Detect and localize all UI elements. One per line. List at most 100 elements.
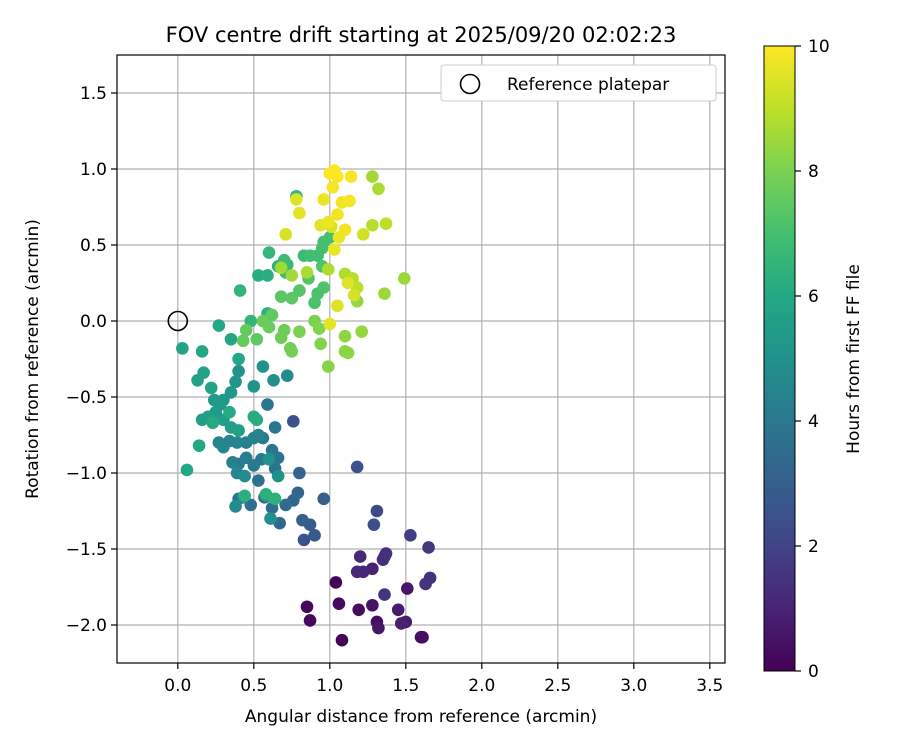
data-point	[366, 598, 379, 612]
colorbar-tick-label: 2	[808, 537, 819, 557]
colorbar-tick-label: 0	[808, 662, 819, 682]
data-point	[212, 319, 226, 332]
y-tick-label: −1.0	[66, 464, 107, 484]
data-point	[350, 460, 364, 474]
x-tick-label: 0.5	[240, 676, 267, 696]
colorbar-tick-label: 8	[808, 162, 819, 182]
data-point	[285, 345, 299, 358]
data-point	[274, 261, 288, 275]
x-tick-label: 2.5	[544, 676, 571, 696]
data-point	[224, 332, 238, 346]
data-point	[303, 614, 317, 627]
colorbar-tick-label: 10	[808, 37, 830, 57]
data-point	[314, 337, 327, 351]
y-tick-label: −1.5	[66, 540, 107, 560]
data-point	[419, 577, 432, 591]
data-point	[232, 364, 245, 378]
data-point	[261, 269, 274, 282]
data-point	[329, 576, 343, 589]
data-point	[285, 269, 299, 282]
data-point	[176, 342, 189, 355]
data-point	[217, 440, 230, 454]
colorbar-tick-label: 6	[808, 287, 819, 307]
data-point	[353, 550, 367, 563]
x-tick-label: 3.0	[620, 676, 647, 696]
data-point	[404, 529, 417, 542]
data-point	[323, 317, 337, 331]
data-point	[274, 290, 288, 303]
data-point	[204, 381, 218, 395]
data-point	[300, 600, 314, 614]
data-point	[326, 180, 340, 194]
data-point	[206, 416, 220, 430]
data-point	[321, 263, 335, 276]
data-point	[370, 504, 384, 518]
grid-lines	[117, 55, 725, 663]
data-point	[229, 375, 242, 389]
colorbar: 0 2 4 6 8 10 Hours from first FF file	[763, 37, 864, 682]
data-point	[422, 541, 435, 554]
data-point	[232, 424, 245, 437]
data-point	[287, 415, 300, 428]
data-point	[180, 463, 194, 477]
data-point	[356, 228, 370, 241]
data-point	[321, 215, 335, 229]
data-point	[226, 456, 239, 469]
data-point	[401, 582, 414, 595]
data-point	[262, 453, 276, 466]
data-point	[317, 492, 331, 506]
data-point	[394, 617, 408, 630]
data-point	[250, 413, 264, 427]
data-point	[236, 334, 250, 348]
data-point	[262, 246, 276, 259]
colorbar-gradient	[763, 45, 796, 672]
data-point	[238, 469, 251, 483]
colorbar-label: Hours from first FF file	[844, 264, 864, 454]
data-point	[274, 331, 288, 345]
data-point	[232, 352, 245, 366]
data-point	[195, 345, 209, 358]
data-point	[341, 346, 355, 360]
data-point	[350, 565, 364, 579]
data-point	[366, 170, 379, 183]
y-tick-label: 0.0	[80, 312, 107, 332]
data-point	[233, 284, 247, 297]
data-point	[195, 413, 209, 427]
x-tick-label: 0.0	[164, 676, 191, 696]
data-point	[268, 421, 282, 434]
reference-platepar-marker	[167, 310, 189, 332]
data-point	[344, 170, 358, 183]
y-tick-label: 1.5	[80, 84, 107, 104]
data-point	[264, 512, 277, 525]
data-point	[252, 269, 265, 282]
data-point	[335, 633, 349, 647]
data-point	[331, 208, 344, 221]
data-point	[252, 428, 265, 442]
data-point	[378, 588, 391, 601]
data-point	[328, 164, 341, 177]
data-point	[279, 498, 293, 512]
y-tick-label: −0.5	[66, 388, 107, 408]
data-point	[323, 231, 337, 244]
legend-label: Reference platepar	[507, 75, 669, 95]
data-point	[321, 360, 335, 373]
data-point	[332, 597, 346, 611]
data-point	[197, 366, 210, 379]
data-point	[328, 243, 341, 256]
data-point	[296, 513, 309, 527]
y-tick-label: −2.0	[66, 616, 107, 636]
y-axis-label: Rotation from reference (arcmin)	[23, 219, 43, 499]
data-point	[379, 547, 393, 560]
data-point	[300, 266, 314, 279]
data-point	[261, 398, 274, 411]
x-axis-ticks: 0.0 0.5 1.0 1.5 2.0 2.5 3.0 3.5	[164, 663, 723, 696]
legend-box	[440, 64, 717, 102]
data-point	[372, 621, 385, 635]
data-point	[366, 218, 379, 232]
data-point	[317, 281, 331, 294]
data-point	[414, 630, 428, 644]
y-tick-label: 0.5	[80, 236, 107, 256]
data-point	[352, 603, 365, 617]
data-point	[267, 373, 280, 387]
